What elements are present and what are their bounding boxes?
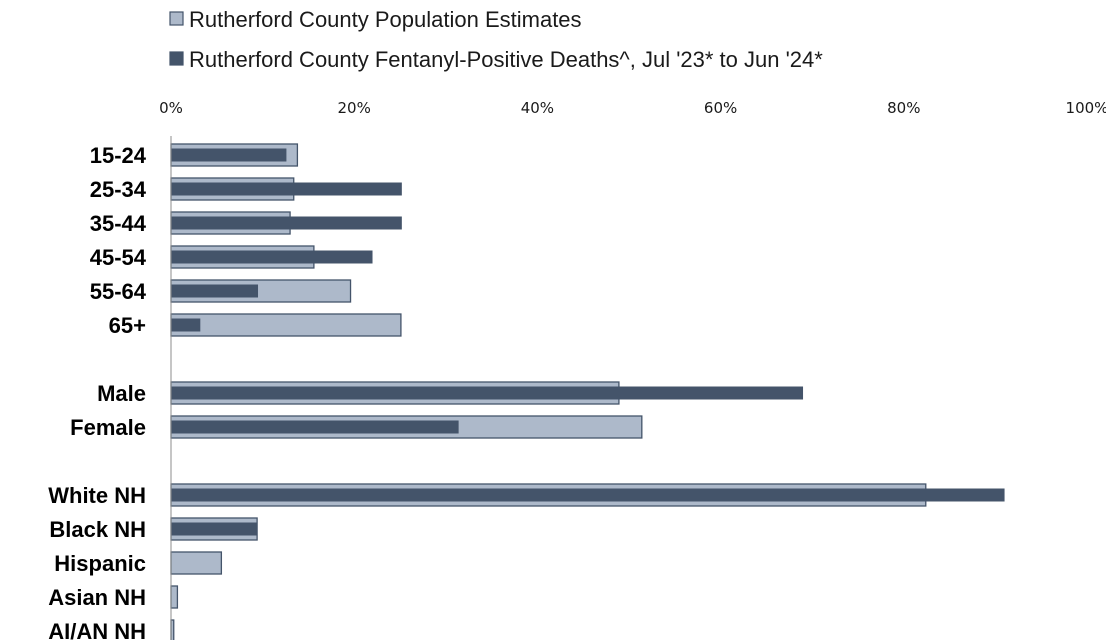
population-bar-65	[170, 313, 402, 337]
category-label-45-54: 45-54	[90, 245, 147, 270]
x-tick-label: 80%	[887, 99, 920, 117]
deaths-bar-white-nh	[171, 488, 1005, 502]
x-tick-label: 0%	[159, 99, 183, 117]
legend: Rutherford County Population Estimates R…	[169, 7, 823, 72]
category-label-black-nh: Black NH	[49, 517, 146, 542]
category-label-15-24: 15-24	[90, 143, 147, 168]
deaths-bar-55-64	[171, 284, 259, 298]
x-tick-label: 60%	[704, 99, 737, 117]
legend-item-population: Rutherford County Population Estimates	[169, 7, 582, 32]
category-label-65: 65+	[109, 313, 146, 338]
category-label-male: Male	[97, 381, 146, 406]
legend-item-deaths: Rutherford County Fentanyl-Positive Deat…	[169, 47, 823, 72]
category-label-25-34: 25-34	[90, 177, 147, 202]
category-labels: 15-24 25-34 35-44 45-54 55-64 65+ Male Female Wh…	[48, 143, 147, 640]
category-label-55-64: 55-64	[90, 279, 147, 304]
x-tick-label: 40%	[521, 99, 554, 117]
population-bar-hispanic	[170, 551, 223, 575]
deaths-bar-15-24	[171, 148, 287, 162]
deaths-bar-65	[171, 318, 201, 332]
legend-swatch-deaths	[169, 51, 184, 66]
deaths-bar-female	[171, 420, 459, 434]
deaths-bar-black-nh	[171, 522, 258, 536]
category-label-hispanic: Hispanic	[54, 551, 146, 576]
legend-swatch-population	[169, 11, 184, 26]
category-label-35-44: 35-44	[90, 211, 147, 236]
category-label-asian-nh: Asian NH	[48, 585, 146, 610]
deaths-bar-male	[171, 386, 804, 400]
x-tick-label: 20%	[338, 99, 371, 117]
legend-label-population: Rutherford County Population Estimates	[189, 7, 582, 32]
bars	[170, 143, 1005, 640]
category-label-female: Female	[70, 415, 146, 440]
legend-label-deaths: Rutherford County Fentanyl-Positive Deat…	[189, 47, 823, 72]
population-bar-asian-nh	[170, 585, 179, 609]
deaths-bar-35-44	[171, 216, 402, 230]
category-label-white-nh: White NH	[48, 483, 146, 508]
deaths-bar-25-34	[171, 182, 402, 196]
category-label-ai-an-nh: AI/AN NH	[48, 619, 146, 640]
deaths-bar-45-54	[171, 250, 373, 264]
x-tick-label: 100%	[1066, 99, 1106, 117]
x-axis-ticks: 0% 20% 40% 60% 80% 100%	[159, 99, 1106, 117]
